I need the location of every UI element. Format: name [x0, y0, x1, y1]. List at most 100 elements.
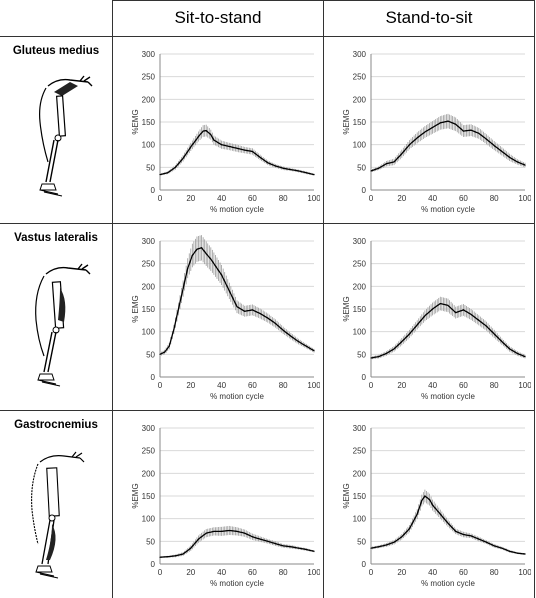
data-point — [182, 288, 184, 290]
data-point — [509, 550, 511, 552]
chart-gluteus-medius-sit-to-stand: 0 50 100 150 200 250 300 0 20 40 60 80 100 % motion c… — [131, 50, 320, 214]
data-point — [501, 341, 503, 343]
y-tick-label: 200 — [142, 469, 156, 478]
data-point — [236, 306, 238, 308]
data-point — [478, 319, 480, 321]
data-point — [187, 267, 189, 269]
data-point — [251, 150, 253, 153]
data-point — [424, 315, 426, 317]
y-tick-label: 300 — [353, 424, 367, 433]
x-tick-label: 100 — [307, 381, 320, 390]
y-tick-label: 150 — [353, 118, 367, 127]
y-tick-label: 50 — [146, 537, 155, 546]
data-point — [485, 325, 488, 327]
y-tick-label: 50 — [146, 163, 155, 172]
data-point — [524, 553, 526, 555]
x-tick-label: 100 — [518, 194, 531, 203]
data-point — [408, 333, 411, 335]
y-tick-label: 50 — [357, 537, 366, 546]
data-point — [228, 529, 230, 532]
data-point — [197, 538, 200, 540]
y-tick-label: 250 — [353, 447, 367, 456]
data-point — [455, 123, 457, 125]
y-tick-label: 150 — [142, 492, 156, 501]
column-header-stand-to-sit: Stand-to-sit — [385, 8, 473, 27]
x-tick-label: 40 — [217, 381, 226, 390]
data-point — [385, 352, 387, 355]
x-tick-label: 40 — [428, 381, 437, 390]
y-tick-label: 250 — [353, 260, 367, 269]
grid-line — [112, 0, 113, 598]
y-tick-label: 0 — [151, 186, 156, 195]
data-point — [259, 156, 261, 158]
data-point — [432, 126, 434, 129]
x-tick-label: 0 — [158, 381, 163, 390]
data-point — [190, 547, 192, 549]
x-tick-label: 0 — [369, 568, 374, 577]
y-tick-label: 300 — [142, 50, 156, 59]
data-point — [205, 253, 207, 255]
data-point — [259, 538, 261, 540]
data-point — [174, 166, 176, 168]
data-point — [290, 335, 292, 337]
data-point — [424, 495, 426, 497]
data-point — [509, 348, 511, 350]
row-label-vastus-lateralis: Vastus lateralis — [14, 232, 98, 244]
y-tick-label: 0 — [151, 560, 156, 569]
data-point — [401, 153, 403, 155]
chart-vastus-lateralis-stand-to-sit: 0 50 100 150 200 250 300 0 20 40 60 80 100 % motion c… — [342, 237, 531, 401]
x-tick-label: 80 — [490, 194, 499, 203]
x-tick-label: 40 — [428, 194, 437, 203]
chart-gastrocnemius-stand-to-sit: 0 50 100 150 200 250 300 0 20 40 60 80 100 % motion c… — [342, 424, 531, 588]
x-tick-label: 20 — [186, 381, 195, 390]
data-point — [213, 530, 215, 532]
column-header-sit-to-stand: Sit-to-stand — [174, 8, 262, 27]
data-point — [378, 356, 380, 358]
data-point — [274, 165, 277, 167]
data-point — [439, 513, 441, 515]
data-point — [401, 341, 403, 343]
y-tick-label: 300 — [353, 237, 367, 246]
chart-gluteus-medius-stand-to-sit: 0 50 100 150 200 250 300 0 20 40 60 80 100 % motion c… — [342, 50, 531, 214]
x-tick-label: 0 — [369, 381, 374, 390]
data-point — [401, 536, 403, 538]
data-point — [470, 313, 472, 316]
data-point — [177, 308, 180, 310]
x-tick-label: 60 — [459, 194, 468, 203]
data-point — [305, 172, 307, 174]
x-tick-label: 0 — [369, 194, 374, 203]
data-point — [244, 532, 246, 534]
data-point — [228, 145, 230, 148]
y-tick-label: 50 — [146, 350, 155, 359]
data-point — [447, 120, 449, 122]
data-point — [524, 356, 526, 358]
y-tick-label: 100 — [142, 141, 156, 150]
x-tick-label: 60 — [459, 568, 468, 577]
y-tick-label: 100 — [353, 515, 367, 524]
data-point — [182, 157, 184, 159]
data-point — [274, 322, 277, 325]
x-tick-label: 40 — [428, 568, 437, 577]
y-axis-label: %EMG — [131, 109, 140, 134]
data-point — [501, 150, 503, 153]
y-tick-label: 250 — [142, 73, 156, 82]
data-point — [244, 149, 246, 151]
data-point — [428, 499, 431, 501]
chart-gastrocnemius-sit-to-stand: 0 50 100 150 200 250 300 0 20 40 60 80 100 % motion c… — [131, 424, 320, 588]
y-tick-label: 0 — [362, 186, 367, 195]
x-tick-label: 80 — [490, 568, 499, 577]
grid-line — [0, 410, 535, 411]
y-axis-label: %EMG — [342, 296, 351, 321]
data-point — [313, 173, 315, 176]
data-point — [485, 138, 488, 140]
data-point — [244, 310, 246, 312]
gluteus-medius-leg-illustration — [39, 75, 93, 197]
data-point — [416, 513, 418, 515]
y-tick-label: 100 — [353, 141, 367, 150]
data-point — [516, 352, 518, 355]
grid-line — [0, 223, 535, 224]
x-tick-label: 80 — [279, 568, 288, 577]
grid-line — [534, 0, 535, 598]
data-point — [421, 499, 423, 502]
